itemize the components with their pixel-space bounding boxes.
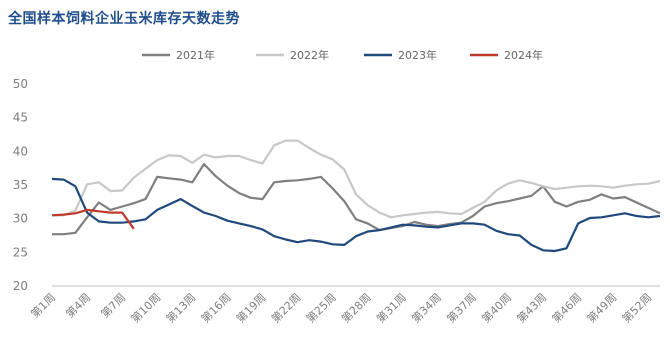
series-line <box>52 139 661 219</box>
y-tick-label: 50 <box>13 77 28 91</box>
x-tick-label: 第1周 <box>28 290 58 320</box>
y-tick-label: 25 <box>13 245 28 259</box>
x-tick-label: 第19周 <box>233 290 268 325</box>
series-lines <box>51 139 661 253</box>
legend-label: 2022年 <box>290 48 329 62</box>
y-tick-label: 30 <box>13 212 28 226</box>
x-tick-label: 第10周 <box>128 290 163 325</box>
x-tick-label: 第28周 <box>338 290 373 325</box>
x-tick-label: 第52周 <box>619 290 654 325</box>
x-tick-label: 第34周 <box>409 290 444 325</box>
legend-label: 2021年 <box>176 48 215 62</box>
legend-label: 2024年 <box>504 48 543 62</box>
x-tick-label: 第16周 <box>198 290 233 325</box>
x-tick-label: 第43周 <box>514 290 549 325</box>
x-tick-label: 第46周 <box>549 290 584 325</box>
x-tick-label: 第40周 <box>479 290 514 325</box>
y-tick-label: 20 <box>13 279 28 293</box>
chart-title: 全国样本饲料企业玉米库存天数走势 <box>8 11 240 27</box>
y-tick-label: 45 <box>13 111 28 125</box>
x-tick-label: 第13周 <box>163 290 198 325</box>
series-line <box>51 177 661 253</box>
series-line <box>52 163 661 236</box>
axes: 20253035404550第1周 第4周 第7周 第10周 第13周 第16周 第19周第… <box>13 77 660 326</box>
legend: 2021年 2022年 2023年 2024年 <box>142 48 543 62</box>
x-tick-label: 第4周 <box>63 290 93 320</box>
legend-label: 2023年 <box>398 48 437 62</box>
x-tick-label: 第22周 <box>268 290 303 325</box>
x-tick-label: 第25周 <box>303 290 338 325</box>
y-tick-label: 40 <box>13 144 28 158</box>
x-tick-label: 第37周 <box>444 290 479 325</box>
x-tick-label: 第49周 <box>584 290 619 325</box>
y-tick-label: 35 <box>13 178 28 192</box>
x-tick-label: 第31周 <box>374 290 409 325</box>
x-tick-label: 第7周 <box>98 290 128 320</box>
series-line <box>51 208 135 230</box>
